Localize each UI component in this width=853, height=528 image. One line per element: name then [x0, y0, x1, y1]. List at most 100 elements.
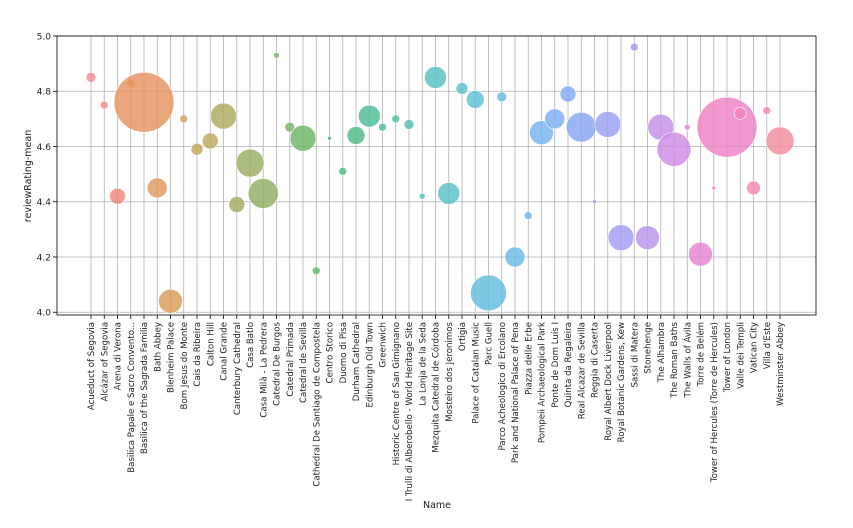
- x-tick-label: Park and National Palace of Pena: [511, 322, 521, 463]
- x-tick-label: Cathedral De Santiago de Compostela: [312, 322, 322, 487]
- bubble-point: [765, 126, 795, 156]
- x-tick-label: Catedral Primada: [286, 322, 296, 397]
- x-tick-label: Parco Acheologico di Ercolano: [498, 322, 508, 450]
- x-tick-label: Villa d'Este: [763, 322, 773, 369]
- y-tick-label: 5.0: [37, 33, 52, 43]
- x-tick-label: The Roman Baths: [670, 321, 680, 398]
- y-axis-label: reviewRating-mean: [23, 130, 34, 222]
- bubble-point: [465, 90, 485, 109]
- x-tick-label: Canterbury Cathedral: [233, 322, 243, 415]
- y-tick-label: 4.8: [37, 88, 52, 98]
- x-tick-label: Ponte de Dom Luís I: [551, 322, 561, 408]
- bubble-point: [688, 241, 713, 267]
- bubble-point: [762, 106, 772, 115]
- x-tick-label: Canal Grande: [220, 322, 230, 381]
- bubble-point: [746, 180, 761, 196]
- x-tick-label: Vatican City: [750, 322, 760, 373]
- bubble-point: [696, 96, 758, 158]
- x-tick-label: Centro Storico: [326, 322, 336, 383]
- x-tick-label: Quinta da Regaleira: [564, 322, 574, 407]
- bubble-point: [523, 211, 533, 220]
- x-tick-label: Sassi di Matera: [630, 322, 640, 388]
- bubble-point: [656, 131, 692, 167]
- x-tick-label: Torre de Belém: [696, 322, 707, 388]
- bubble-point: [311, 266, 321, 276]
- x-tick-label: Historic Centre of San Gimignano: [392, 322, 402, 465]
- bubble-point: [437, 182, 461, 205]
- x-tick-label: Piazza delle Erbe: [524, 322, 534, 395]
- x-tick-label: Basilica of the Sagrada Familia: [140, 322, 150, 454]
- x-axis-label: Name: [423, 500, 451, 511]
- x-tick-label: Bom Jesus do Monte: [180, 322, 190, 409]
- x-tick-label: Valle dei Templi: [736, 322, 746, 389]
- y-tick-label: 4.0: [37, 309, 52, 319]
- x-tick-label: Catedral de Sevilla: [299, 322, 309, 403]
- bubble-point: [357, 104, 381, 128]
- bubble-point: [424, 66, 447, 89]
- x-tick-label: La Lonja de la Seda: [418, 322, 428, 406]
- x-tick-label: Mezquita Catedral de Córdoba: [431, 322, 442, 453]
- x-tick-label: The Alhambra: [657, 322, 667, 383]
- x-tick-label: Tower of Hercules (Torre de Hercules): [710, 322, 720, 483]
- bubble-point: [529, 120, 554, 145]
- x-tick-label: I Trulli di Alberobello - World Heritage…: [405, 322, 415, 501]
- x-tick-label: Casa Milà - La Pedrera: [259, 322, 269, 418]
- bubble-point: [378, 122, 387, 132]
- bubble-point: [190, 142, 204, 156]
- x-tick-label: Basilica Papale e Sacro Convento...: [127, 322, 137, 473]
- bubble-point: [635, 225, 660, 250]
- x-tick-label: Mosteiro dos Jeronimos: [445, 321, 455, 421]
- bubble-point: [346, 126, 366, 145]
- bubble-point: [683, 123, 691, 131]
- bubble-point: [565, 111, 597, 143]
- bubble-point: [607, 224, 635, 251]
- x-tick-label: Reggia di Caserta: [591, 322, 601, 398]
- bubble-point: [99, 100, 109, 110]
- x-tick-label: Calton Hill: [206, 322, 216, 366]
- x-tick-label: Duomo di Pisa: [339, 322, 349, 383]
- bubble-point: [201, 132, 219, 150]
- x-tick-label: Greenwich: [379, 322, 389, 368]
- bubble-layer: [85, 42, 795, 314]
- bubble-point: [85, 72, 97, 83]
- bubble-point: [594, 111, 622, 138]
- bubble-point: [158, 288, 183, 314]
- x-tick-label: Durham Cathedral: [352, 322, 362, 401]
- bubble-point: [247, 178, 279, 209]
- bubble-point: [559, 85, 577, 103]
- x-tick-label: Bath Abbey: [153, 322, 163, 372]
- bubble-point: [418, 192, 426, 200]
- x-tick-label: Westminster Abbey: [776, 322, 786, 406]
- bubble-point: [109, 187, 126, 205]
- bubble-point: [179, 114, 189, 124]
- bubble-point: [504, 246, 526, 268]
- bubble-point: [391, 114, 401, 124]
- x-tick-label: Tower of London: [723, 322, 733, 393]
- x-tick-label: Pompeii Archaeological Park: [538, 322, 548, 443]
- bubble-point: [289, 124, 317, 152]
- bubble-point: [403, 119, 415, 130]
- axis-layer: 4.0 4.2 4.4 4.6 4.8 5.0 Acueduct of Segovia Alc…: [37, 33, 786, 502]
- bubble-point: [146, 177, 168, 199]
- bubble-point: [592, 199, 597, 205]
- x-tick-label: Royal Albert Dock Liverpool: [604, 322, 614, 441]
- x-tick-label: Palace of Catalan Music: [471, 322, 481, 424]
- plot-frame: [56, 35, 817, 316]
- y-tick-label: 4.6: [37, 143, 52, 153]
- bubble-point: [284, 121, 296, 133]
- bubble-point: [711, 185, 717, 191]
- x-tick-label: Arena di Verona: [114, 322, 124, 390]
- bubble-point: [470, 274, 507, 312]
- y-tick-label: 4.2: [37, 253, 51, 263]
- bubble-point: [629, 42, 639, 52]
- bubble-point: [327, 135, 332, 141]
- bubble-point: [496, 91, 508, 103]
- x-tick-label: Edinburgh Old Town: [365, 322, 375, 408]
- x-tick-label: Parc Guell: [485, 322, 495, 365]
- bubble-point: [210, 102, 237, 130]
- x-tick-label: Real Alcazar de Sevilla: [577, 322, 587, 419]
- bubble-point: [113, 71, 175, 133]
- bubble-point: [228, 196, 246, 213]
- x-tick-label: Cais da Ribeira: [193, 322, 203, 387]
